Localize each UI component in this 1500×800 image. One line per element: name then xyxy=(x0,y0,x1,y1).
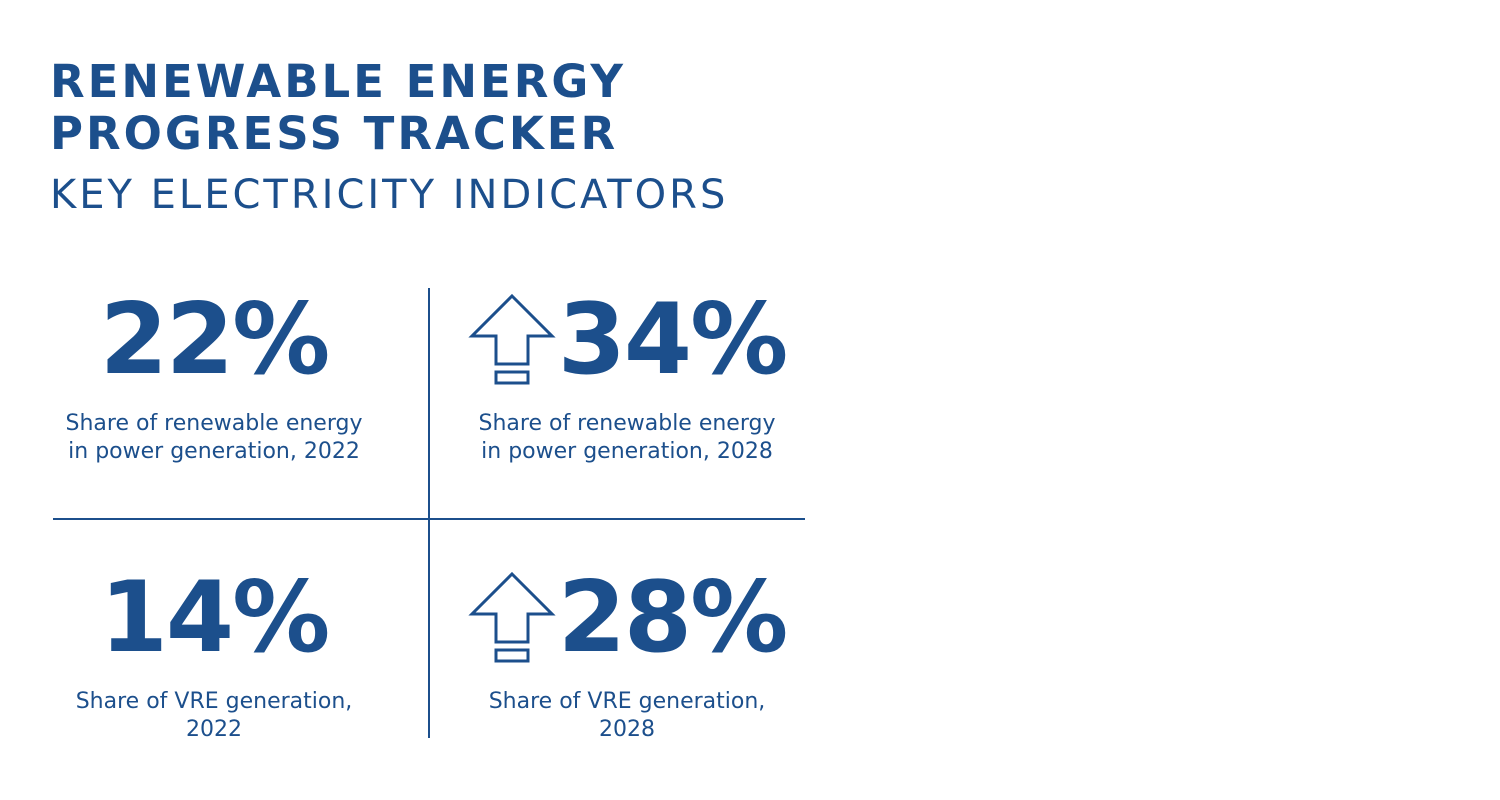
title-line-1: RENEWABLE ENERGY xyxy=(50,55,626,108)
indicator-value: 14% xyxy=(99,561,331,675)
indicator-vre-share-2022: 14% Share of VRE generation, 2022 xyxy=(28,568,400,744)
indicator-value-row: 28% xyxy=(441,568,813,668)
grid-divider-vertical xyxy=(428,288,430,738)
indicator-value-row: 14% xyxy=(28,568,400,668)
indicator-renewable-share-2028: 34% Share of renewable energy in power g… xyxy=(441,290,813,466)
indicator-value: 22% xyxy=(99,283,331,397)
indicator-vre-share-2028: 28% Share of VRE generation, 2028 xyxy=(441,568,813,744)
indicator-label: Share of renewable energy in power gener… xyxy=(478,411,776,464)
grid-divider-horizontal xyxy=(53,518,805,520)
indicator-renewable-share-2022: 22% Share of renewable energy in power g… xyxy=(28,290,400,466)
up-arrow-icon xyxy=(468,294,556,385)
up-arrow-icon xyxy=(468,572,556,663)
indicator-value: 28% xyxy=(557,561,789,675)
indicator-value: 34% xyxy=(557,283,789,397)
indicator-label: Share of VRE generation, 2028 xyxy=(488,689,766,742)
page-title: RENEWABLE ENERGY PROGRESS TRACKER xyxy=(50,56,626,160)
title-line-2: PROGRESS TRACKER xyxy=(50,107,619,160)
indicator-value-row: 22% xyxy=(28,290,400,390)
indicator-value-row: 34% xyxy=(441,290,813,390)
page-subtitle: KEY ELECTRICITY INDICATORS xyxy=(50,172,729,218)
indicator-label: Share of renewable energy in power gener… xyxy=(65,411,363,464)
indicator-label: Share of VRE generation, 2022 xyxy=(75,689,353,742)
